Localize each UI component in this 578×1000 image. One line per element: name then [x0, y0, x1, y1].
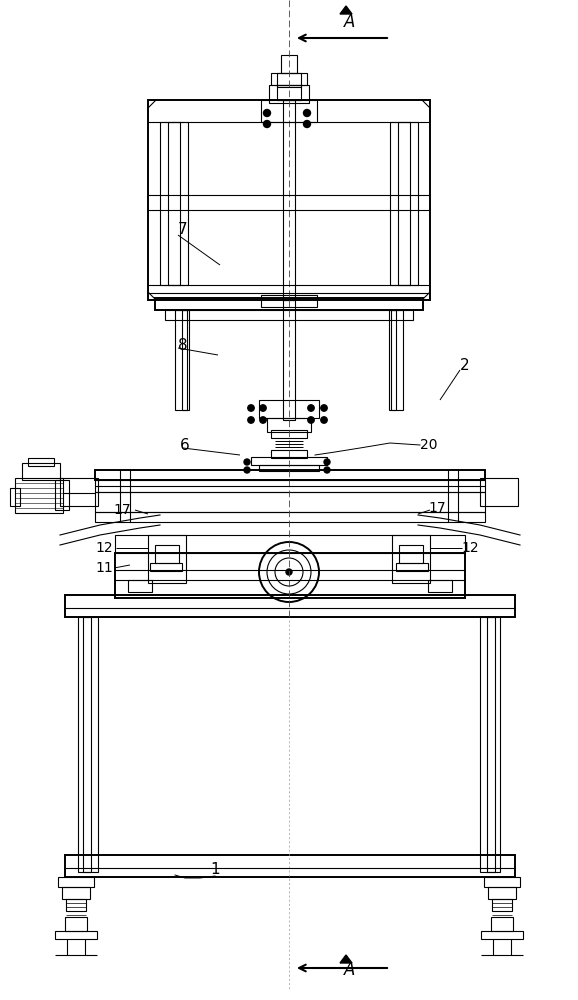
Bar — [60, 478, 98, 506]
Bar — [267, 418, 311, 432]
Bar — [481, 931, 523, 939]
Text: A: A — [344, 961, 355, 979]
Bar — [95, 480, 485, 492]
Circle shape — [308, 405, 314, 411]
Bar — [58, 877, 94, 887]
Bar — [155, 545, 179, 563]
Bar — [78, 617, 98, 872]
Bar — [261, 295, 317, 307]
Circle shape — [244, 467, 250, 473]
Bar — [283, 100, 295, 300]
Bar — [182, 310, 187, 410]
Bar — [62, 887, 90, 899]
Text: 6: 6 — [180, 438, 190, 452]
Text: 12: 12 — [461, 541, 479, 555]
Bar — [65, 595, 515, 617]
Bar — [251, 457, 327, 465]
Bar — [487, 617, 495, 872]
Circle shape — [248, 417, 254, 423]
Text: A: A — [344, 13, 355, 31]
Circle shape — [303, 109, 310, 116]
Text: 12: 12 — [95, 541, 113, 555]
Bar — [389, 310, 403, 410]
Bar — [150, 563, 182, 571]
Bar — [492, 899, 512, 911]
Bar — [160, 122, 188, 285]
Circle shape — [308, 417, 314, 423]
Polygon shape — [340, 955, 352, 963]
Bar — [10, 488, 20, 506]
Circle shape — [264, 120, 271, 127]
Text: 17: 17 — [428, 501, 446, 515]
Bar — [480, 617, 500, 872]
Circle shape — [244, 459, 250, 465]
Bar — [391, 310, 396, 410]
Bar — [271, 73, 307, 85]
Bar — [281, 55, 297, 73]
Bar — [148, 100, 430, 300]
Bar — [115, 535, 465, 553]
Bar — [66, 899, 86, 911]
Bar — [259, 400, 319, 418]
Text: 17: 17 — [113, 503, 131, 517]
Bar — [283, 300, 295, 420]
Bar — [390, 122, 418, 285]
Bar — [277, 73, 301, 87]
Bar — [261, 100, 317, 122]
Bar — [22, 463, 60, 480]
Circle shape — [321, 405, 327, 411]
Text: 20: 20 — [420, 438, 438, 452]
Bar — [15, 478, 63, 513]
Polygon shape — [340, 6, 352, 14]
Circle shape — [248, 405, 254, 411]
Text: 8: 8 — [178, 338, 188, 353]
Bar — [55, 931, 97, 939]
Circle shape — [286, 569, 292, 575]
Bar — [65, 917, 87, 931]
Circle shape — [260, 417, 266, 423]
Bar — [95, 492, 485, 512]
Bar — [65, 855, 515, 877]
Bar — [271, 430, 307, 438]
Bar — [488, 887, 516, 899]
Circle shape — [321, 417, 327, 423]
Text: 2: 2 — [460, 358, 469, 372]
Bar — [95, 512, 485, 522]
Bar — [128, 580, 152, 592]
Circle shape — [303, 120, 310, 127]
Bar — [396, 563, 428, 571]
Text: 11: 11 — [95, 561, 113, 575]
Bar — [392, 535, 430, 583]
Bar — [491, 917, 513, 931]
Circle shape — [324, 459, 330, 465]
Bar — [95, 470, 485, 480]
Bar — [271, 450, 307, 458]
Text: 1: 1 — [210, 862, 220, 878]
Bar — [277, 85, 301, 100]
Bar — [148, 535, 186, 583]
Bar — [83, 617, 91, 872]
Bar — [480, 478, 518, 506]
Bar — [115, 553, 465, 598]
Text: 7: 7 — [178, 223, 188, 237]
Bar — [55, 480, 69, 510]
Circle shape — [264, 109, 271, 116]
Bar — [428, 580, 452, 592]
Bar — [259, 465, 319, 471]
Bar — [165, 310, 413, 320]
Bar — [398, 122, 410, 285]
Bar — [155, 298, 423, 310]
Bar — [269, 85, 309, 103]
Bar — [28, 458, 54, 466]
Circle shape — [324, 467, 330, 473]
Bar — [399, 545, 423, 563]
Bar — [175, 310, 189, 410]
Circle shape — [260, 405, 266, 411]
Bar — [484, 877, 520, 887]
Bar — [168, 122, 180, 285]
